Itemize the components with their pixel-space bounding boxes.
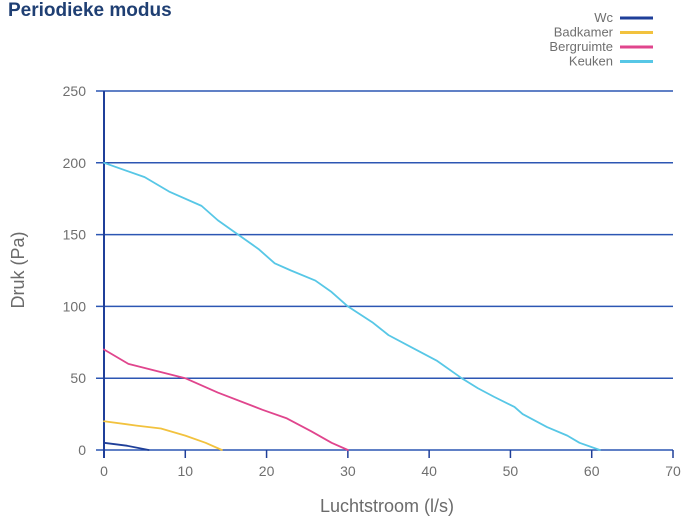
series-line-wc [103, 441, 150, 451]
x-tick-label: 70 [665, 463, 681, 479]
x-tick-label: 40 [421, 463, 437, 479]
x-tick-label: 0 [100, 463, 108, 479]
axis-layer: 0 50 100 150 200 250 0 10 20 30 40 50 60 70 [63, 83, 681, 479]
chart-title: Periodieke modus [8, 0, 172, 21]
legend-label: Bergruimte [549, 39, 613, 54]
legend-label: Wc [594, 10, 613, 25]
x-tick-label: 50 [503, 463, 519, 479]
y-tick-label: 0 [78, 442, 86, 458]
legend-label: Keuken [569, 54, 613, 69]
series-line-bergruimte [103, 348, 349, 451]
x-tick-label: 30 [340, 463, 356, 479]
y-tick-label: 200 [63, 155, 87, 171]
x-axis-label: Luchtstroom (l/s) [320, 496, 454, 516]
series-line-badkamer [103, 420, 223, 451]
grid-layer [96, 90, 673, 451]
x-tick-label: 20 [259, 463, 275, 479]
y-tick-label: 250 [63, 83, 87, 99]
x-tick-label: 10 [177, 463, 193, 479]
y-axis-label: Druk (Pa) [8, 231, 28, 308]
series-line-keuken [103, 161, 601, 451]
legend-label: Badkamer [554, 25, 614, 40]
x-tick-label: 60 [584, 463, 600, 479]
series-layer [103, 161, 601, 451]
y-tick-label: 50 [70, 370, 86, 386]
y-tick-label: 100 [63, 298, 87, 314]
y-tick-label: 150 [63, 227, 87, 243]
